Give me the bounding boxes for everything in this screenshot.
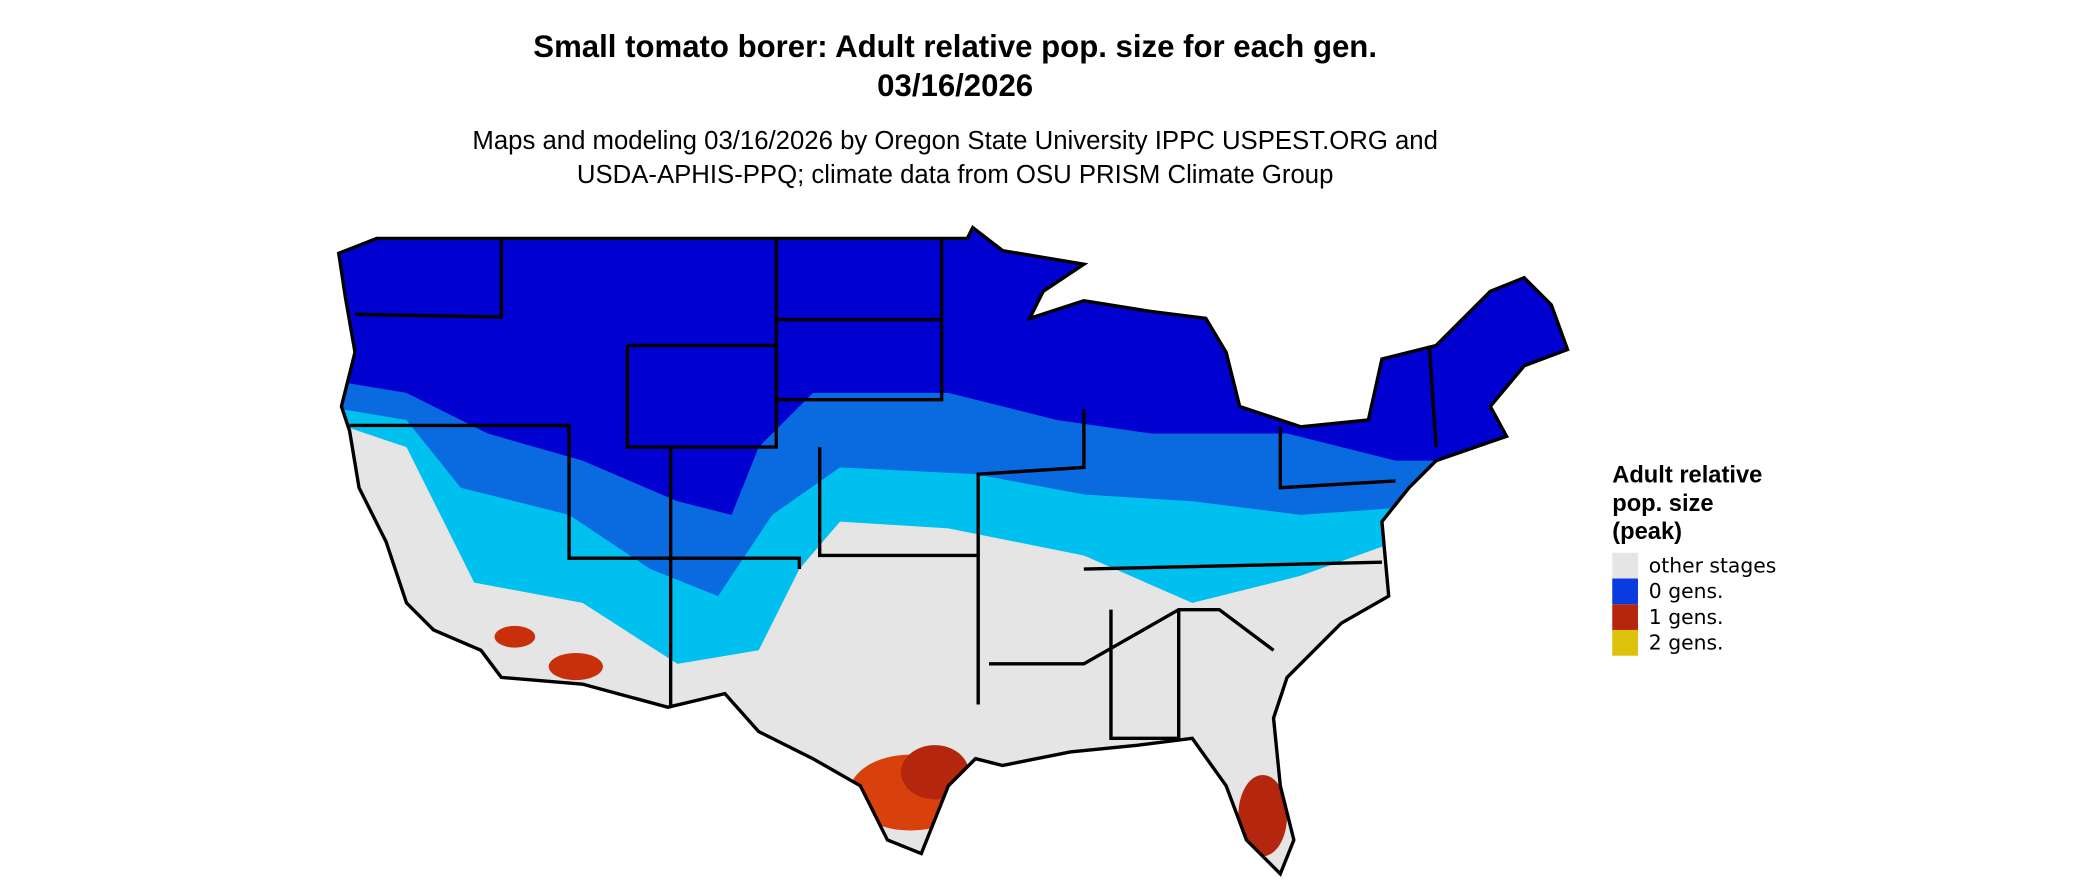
legend-label: 2 gens.: [1649, 631, 1724, 655]
border: [976, 409, 1086, 556]
region-red: [1238, 774, 1288, 857]
border: [1109, 609, 1181, 741]
legend-label: 0 gens.: [1649, 579, 1724, 603]
subtitle-line: Maps and modeling 03/16/2026 by Oregon S…: [472, 127, 1438, 155]
legend-title: (peak): [1612, 519, 1682, 545]
border: [625, 343, 779, 449]
border: [354, 238, 503, 319]
region-red: [548, 653, 603, 681]
legend-swatch: [1612, 552, 1638, 579]
border: [817, 447, 980, 705]
legend-swatch: [1612, 629, 1638, 656]
border: [349, 423, 802, 570]
title-line: Small tomato borer: Adult relative pop. …: [533, 29, 1377, 64]
border: [1427, 345, 1438, 448]
legend-label: 1 gens.: [1649, 605, 1724, 629]
title-line: 03/16/2026: [877, 68, 1033, 103]
border: [1278, 426, 1396, 490]
region-red: [900, 745, 969, 800]
legend-swatch: [1612, 604, 1638, 630]
country-outline: [336, 225, 1570, 877]
state-borders: [336, 225, 1570, 877]
legend-label: other stages: [1649, 553, 1777, 577]
border: [989, 607, 1275, 666]
legend-title: Adult relative: [1612, 462, 1762, 488]
region-red: [494, 625, 536, 648]
legend: Adult relative pop. size(peak) other stage…: [1612, 462, 1777, 656]
subtitle-line: USDA-APHIS-PPQ; climate data from OSU PR…: [577, 161, 1334, 189]
legend-swatch: [1612, 578, 1638, 605]
legend-title: pop. size: [1612, 491, 1713, 517]
border: [1083, 560, 1382, 571]
